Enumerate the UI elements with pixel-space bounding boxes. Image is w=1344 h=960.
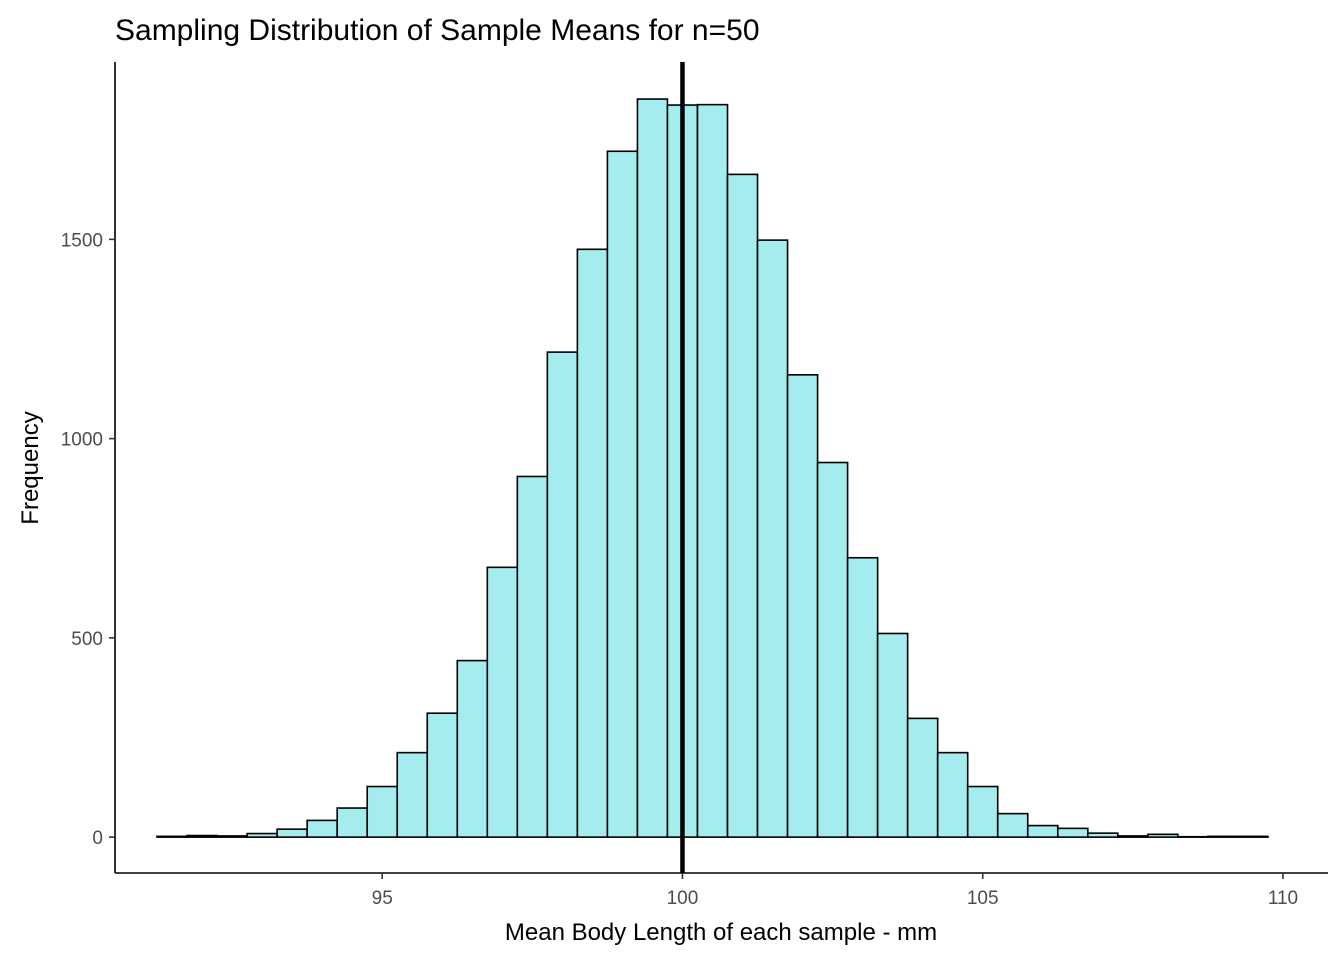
x-tick-label: 95 <box>372 888 393 909</box>
histogram-bar <box>546 351 579 838</box>
histogram-bar <box>366 785 399 838</box>
histogram-bar <box>696 103 729 838</box>
x-axis-title: Mean Body Length of each sample - mm <box>505 919 937 946</box>
histogram-bar <box>846 556 879 838</box>
histogram-bar <box>1026 824 1059 838</box>
histogram-bar <box>486 566 519 838</box>
histogram-bar <box>276 828 308 838</box>
histogram-bar <box>876 632 909 838</box>
x-tick-label: 105 <box>967 888 999 909</box>
histogram-bar <box>306 819 338 838</box>
histogram-bar <box>906 717 939 838</box>
histogram-bar <box>1117 835 1149 838</box>
histogram-bar <box>516 475 549 838</box>
histogram-bars <box>156 98 1269 838</box>
histogram-bar <box>606 150 639 838</box>
histogram-bar <box>186 834 218 838</box>
histogram-bar <box>726 173 759 838</box>
histogram-bar <box>1056 827 1089 838</box>
histogram-bar <box>1147 833 1179 838</box>
histogram-bar <box>246 832 278 838</box>
histogram-bar <box>816 461 849 838</box>
histogram-bar <box>156 835 188 838</box>
histogram-bar <box>396 751 429 838</box>
histogram-bar <box>636 98 669 838</box>
y-axis-title: Frequency <box>17 411 44 524</box>
y-tick-label: 1500 <box>61 230 103 251</box>
histogram-bar <box>216 835 248 838</box>
y-axis-ticks: 0 500 1000 1500 <box>61 230 115 849</box>
histogram-bar <box>456 659 489 838</box>
histogram-bar <box>1207 835 1239 838</box>
histogram-bar <box>1087 832 1119 838</box>
histogram-bar <box>786 374 819 838</box>
histogram-bar <box>426 712 459 838</box>
x-tick-label: 100 <box>667 888 699 909</box>
histogram-bar <box>576 248 609 838</box>
histogram-bar <box>756 239 789 838</box>
y-tick-label: 500 <box>71 629 103 650</box>
x-tick-label: 110 <box>1268 888 1298 909</box>
x-axis-ticks: 95 100 105 110 <box>372 873 1298 909</box>
chart-title: Sampling Distribution of Sample Means fo… <box>115 14 760 47</box>
histogram-bar <box>336 807 369 838</box>
histogram-bar <box>936 751 969 838</box>
histogram-bar <box>1237 835 1269 838</box>
y-tick-label: 1000 <box>61 430 103 451</box>
histogram-bar <box>966 785 999 838</box>
y-tick-label: 0 <box>92 828 103 849</box>
histogram-bar <box>996 812 1029 838</box>
